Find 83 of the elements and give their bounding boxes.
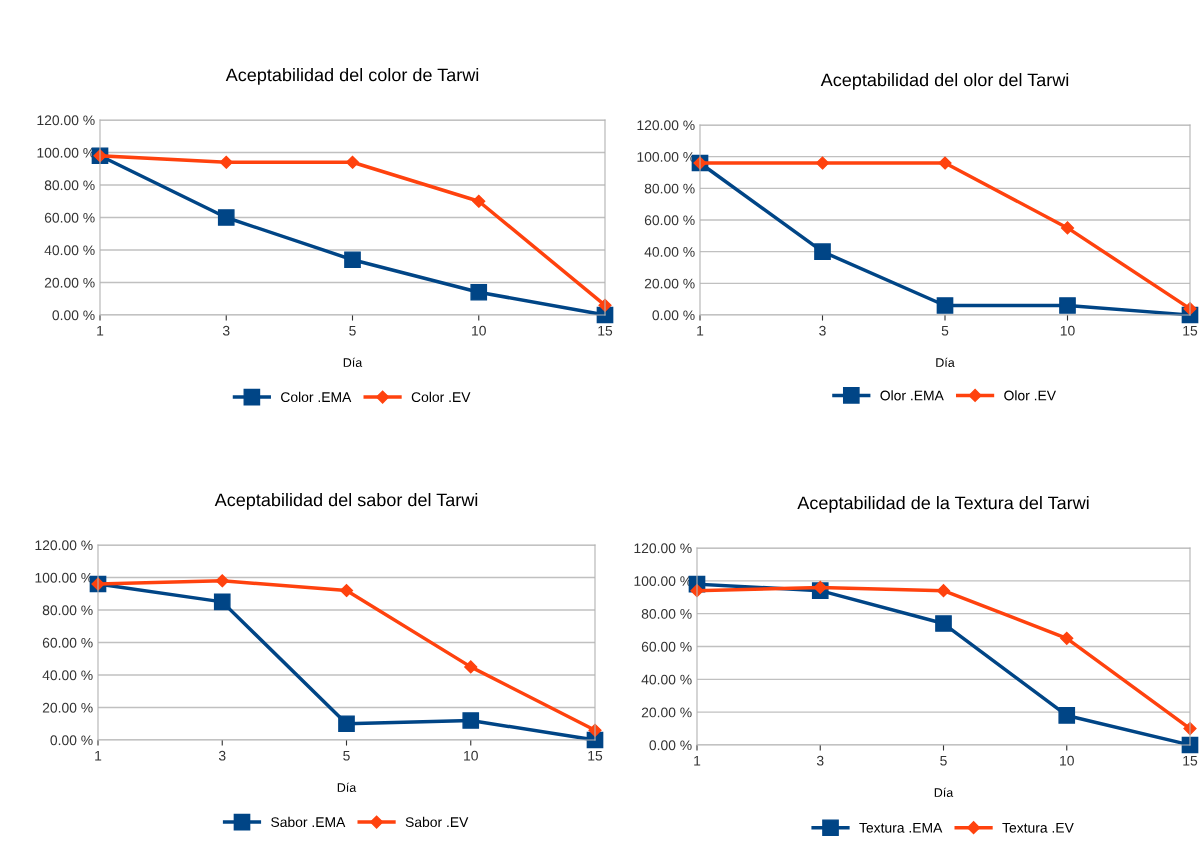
y-tick-label: 120.00 %: [634, 543, 692, 554]
point: [339, 583, 354, 598]
y-tick-label: 80.00 %: [644, 183, 695, 194]
x-tick-label: 10: [1060, 755, 1074, 766]
y-tick-label: 120.00 %: [37, 115, 95, 126]
point: [344, 251, 361, 269]
point: [462, 712, 480, 729]
y-tick-label: 0.00 %: [649, 740, 692, 751]
point: [815, 156, 830, 170]
legend-label: Sabor .EV: [405, 816, 469, 828]
y-tick-label: 60.00 %: [42, 637, 93, 648]
x-axis-title: Día: [936, 357, 955, 367]
y-tick-label: 20.00 %: [42, 702, 93, 713]
y-tick-label: 20.00 %: [44, 277, 95, 288]
y-tick-label: 120.00 %: [637, 120, 695, 131]
y-tick-label: 0.00 %: [52, 310, 95, 321]
point: [345, 155, 360, 169]
x-tick-label: 5: [941, 325, 949, 336]
legend-label: Textura .EV: [1002, 823, 1074, 833]
y-tick-label: 60.00 %: [644, 215, 695, 226]
legend-label: Olor .EV: [1004, 390, 1056, 401]
point: [936, 297, 954, 314]
point: [814, 243, 831, 261]
x-tick-label: 15: [1183, 755, 1198, 766]
x-tick-label: 1: [95, 750, 102, 761]
point: [472, 194, 486, 208]
x-tick-label: 3: [222, 325, 230, 336]
legend-label: Olor .EMA: [880, 390, 944, 401]
point: [935, 615, 952, 632]
x-axis-title: Día: [337, 782, 357, 792]
chart-title: Aceptabilidad del olor del Tarwi: [820, 73, 1069, 90]
point: [213, 593, 231, 611]
x-tick-label: 3: [819, 325, 826, 336]
point: [813, 580, 827, 594]
x-tick-label: 1: [697, 325, 704, 336]
x-tick-label: 5: [343, 750, 350, 761]
point: [938, 156, 952, 170]
x-tick-label: 15: [1183, 325, 1198, 336]
x-tick-label: 3: [218, 750, 226, 761]
point: [1060, 631, 1074, 645]
legend-label: Textura .EMA: [859, 823, 943, 833]
y-tick-label: 80.00 %: [42, 605, 93, 616]
x-tick-label: 10: [472, 325, 486, 336]
x-tick-label: 1: [694, 755, 701, 766]
y-tick-label: 40.00 %: [644, 247, 695, 257]
y-tick-label: 0.00 %: [50, 735, 93, 746]
x-tick-label: 10: [464, 750, 478, 761]
y-tick-label: 40.00 %: [44, 245, 95, 256]
y-tick-label: 40.00 %: [641, 674, 692, 685]
point: [215, 574, 229, 588]
x-tick-label: 5: [940, 755, 947, 766]
y-tick-label: 0.00 %: [652, 310, 695, 321]
x-tick-label: 15: [598, 325, 613, 336]
point: [219, 155, 233, 169]
point: [217, 209, 235, 226]
y-tick-label: 40.00 %: [42, 670, 93, 681]
point: [338, 715, 355, 733]
x-tick-label: 5: [349, 325, 356, 336]
y-tick-label: 120.00 %: [35, 540, 93, 551]
chart-title: Aceptabilidad del color de Tarwi: [225, 68, 479, 85]
legend-label: Color .EMA: [281, 391, 352, 403]
point: [1058, 707, 1076, 724]
y-tick-label: 60.00 %: [44, 212, 95, 223]
x-tick-label: 3: [816, 755, 824, 766]
y-tick-label: 60.00 %: [641, 641, 692, 652]
legend-label: Color .EV: [411, 391, 471, 403]
x-tick-label: 15: [588, 750, 603, 761]
point: [936, 584, 951, 598]
point: [470, 283, 488, 301]
legend-label: Sabor .EMA: [271, 816, 346, 828]
x-tick-label: 1: [97, 325, 104, 336]
y-tick-label: 20.00 %: [641, 707, 692, 718]
chart-title: Aceptabilidad del sabor del Tarwi: [214, 493, 478, 510]
x-axis-title: Día: [343, 357, 363, 367]
point: [1059, 297, 1076, 314]
y-tick-label: 80.00 %: [641, 609, 692, 619]
chart-title: Aceptabilidad de la Textura del Tarwi: [797, 496, 1089, 513]
x-axis-title: Día: [934, 787, 954, 797]
y-tick-label: 20.00 %: [644, 278, 695, 289]
point: [1060, 221, 1075, 235]
x-tick-label: 10: [1060, 325, 1075, 336]
y-tick-label: 80.00 %: [44, 180, 95, 191]
point: [464, 660, 478, 674]
